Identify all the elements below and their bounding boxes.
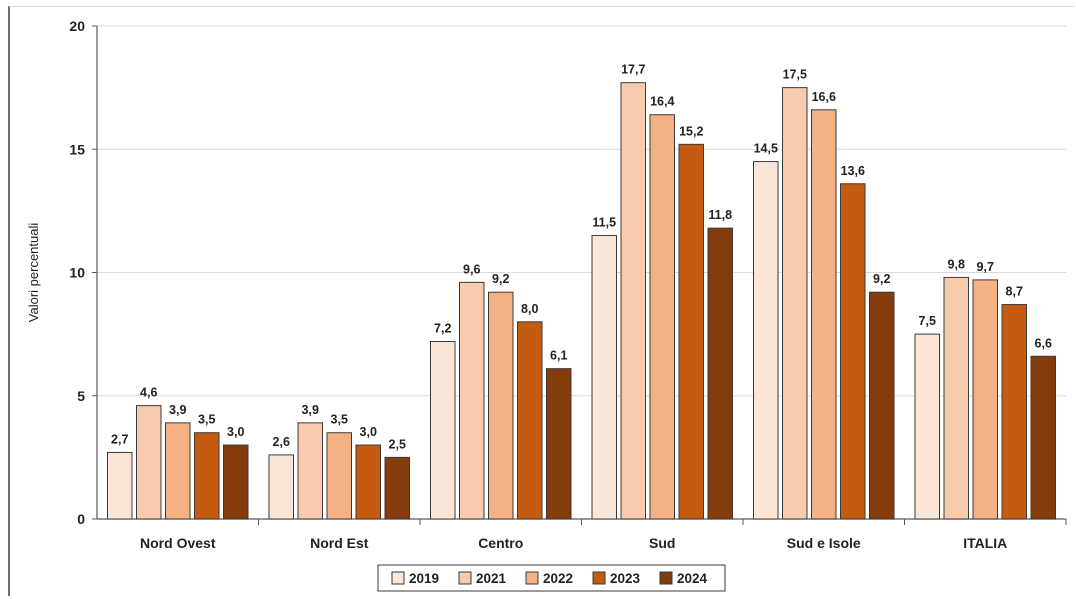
- bar-2022: [488, 291, 514, 520]
- bar-2023: [517, 321, 543, 520]
- bar-value-label: 8,7: [1006, 285, 1023, 299]
- bar-2024: [384, 456, 410, 520]
- x-category-label: Sud: [649, 535, 675, 551]
- bar-value-label: 6,1: [550, 349, 567, 363]
- bar-2024: [546, 368, 572, 520]
- bar-value-label: 11,5: [592, 216, 616, 230]
- bar-value-label: 4,6: [140, 386, 157, 400]
- bar-2019: [430, 341, 456, 520]
- x-category-label: Sud e Isole: [787, 535, 861, 551]
- y-tick-label: 0: [77, 511, 85, 527]
- bar-value-label: 16,4: [650, 95, 674, 109]
- legend: 2019 2021 2022 2023 2024: [377, 564, 726, 592]
- bar-value-label: 13,6: [841, 164, 865, 178]
- bar-2021: [136, 405, 162, 520]
- bar-value-label: 3,5: [331, 413, 348, 427]
- bar-2023: [678, 143, 704, 520]
- bar-2022: [649, 114, 675, 520]
- bar-value-label: 2,5: [389, 437, 406, 451]
- bar-2024: [1030, 355, 1056, 520]
- bar-layer: [107, 82, 1056, 520]
- x-category-label: Nord Ovest: [140, 535, 216, 551]
- bar-value-label: 3,0: [360, 425, 377, 439]
- bar-2023: [1001, 304, 1027, 520]
- x-category-label: Centro: [478, 535, 523, 551]
- bar-2024: [223, 444, 249, 520]
- bar-2022: [811, 109, 837, 520]
- bar-value-label: 8,0: [521, 302, 538, 316]
- legend-label: 2022: [543, 571, 573, 586]
- bar-2021: [782, 87, 808, 520]
- bar-value-label: 3,9: [169, 403, 186, 417]
- bar-2024: [869, 291, 895, 520]
- bar-2023: [194, 432, 220, 520]
- bar-2019: [268, 454, 294, 520]
- y-tick-label: 10: [69, 265, 85, 281]
- bar-value-label: 7,2: [434, 322, 451, 336]
- axis-layer: 0 5 10 15 20 Nord Ovest Nord Est Centro Sud Sud e…: [69, 18, 1067, 551]
- bar-value-label: 14,5: [754, 142, 778, 156]
- bar-2022: [165, 422, 191, 520]
- x-category-label: ITALIA: [963, 535, 1007, 551]
- bar-value-label: 9,8: [948, 257, 965, 271]
- bar-value-label: 15,2: [679, 124, 703, 138]
- bar-2019: [753, 161, 779, 520]
- grid-layer: [97, 25, 1066, 397]
- legend-swatch-2021: [458, 571, 472, 585]
- bar-value-label: 9,2: [492, 272, 509, 286]
- y-tick-label: 5: [77, 388, 85, 404]
- bar-value-label: 2,6: [273, 435, 290, 449]
- bar-2024: [707, 227, 733, 520]
- bar-value-label: 17,7: [621, 63, 645, 77]
- bar-value-label: 9,6: [463, 262, 480, 276]
- bar-2019: [914, 333, 940, 520]
- bar-2022: [326, 432, 352, 520]
- legend-label: 2024: [677, 571, 708, 586]
- x-category-label: Nord Est: [310, 535, 369, 551]
- label-layer: 2,7 4,6 3,9 3,5 3,0 2,6 3,9 3,5 3,0 2,5 7,2 9,6 9,2 8…: [111, 63, 1052, 452]
- bar-2023: [840, 183, 866, 520]
- bar-2021: [620, 82, 646, 520]
- bar-value-label: 3,0: [227, 425, 244, 439]
- legend-swatch-2022: [525, 571, 539, 585]
- bar-value-label: 16,6: [812, 90, 836, 104]
- legend-label: 2023: [610, 571, 641, 586]
- bar-value-label: 3,9: [302, 403, 319, 417]
- bar-2019: [107, 451, 133, 520]
- bar-2021: [297, 422, 323, 520]
- bar-value-label: 9,2: [873, 272, 890, 286]
- bar-value-label: 9,7: [977, 260, 994, 274]
- chart-frame: [8, 6, 1074, 596]
- bar-value-label: 17,5: [783, 68, 807, 82]
- legend-swatch-2024: [659, 571, 673, 585]
- legend-swatch-2019: [391, 571, 405, 585]
- bar-2023: [355, 444, 381, 520]
- bar-value-label: 6,6: [1035, 336, 1052, 350]
- bar-2021: [943, 276, 969, 520]
- bar-value-label: 3,5: [198, 413, 215, 427]
- bar-value-label: 11,8: [708, 208, 732, 222]
- bar-value-label: 7,5: [919, 314, 936, 328]
- bar-2019: [591, 235, 617, 520]
- y-tick-label: 15: [69, 141, 85, 157]
- legend-label: 2021: [476, 571, 507, 586]
- y-tick-label: 20: [69, 18, 85, 34]
- bar-2021: [459, 281, 485, 520]
- bar-value-label: 2,7: [111, 432, 128, 446]
- y-axis-title: Valori percentuali: [26, 223, 41, 323]
- legend-swatch-2023: [592, 571, 606, 585]
- legend-label: 2019: [409, 571, 439, 586]
- bar-2022: [972, 279, 998, 520]
